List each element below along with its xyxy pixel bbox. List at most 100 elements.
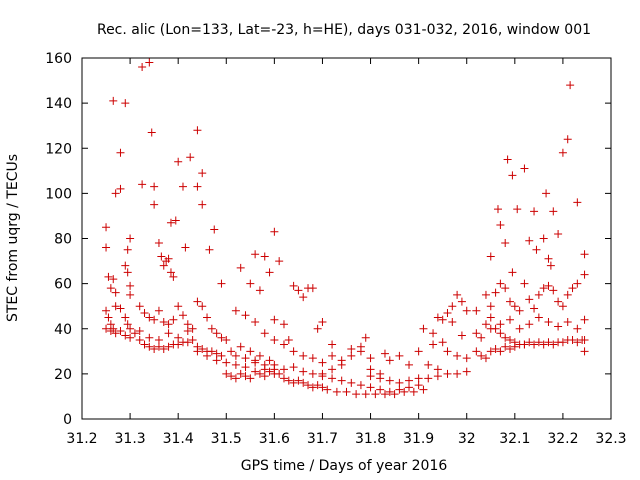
data-point (166, 218, 175, 227)
data-point (251, 317, 260, 326)
data-point (217, 279, 226, 288)
x-tick-label: 31.5 (211, 431, 242, 447)
data-point (542, 189, 551, 198)
data-point (126, 324, 135, 333)
data-point (414, 381, 423, 390)
y-tick-label: 40 (54, 322, 72, 338)
data-point (154, 336, 163, 345)
data-point (308, 383, 317, 392)
data-point (544, 254, 553, 263)
data-point (145, 313, 154, 322)
data-point (217, 351, 226, 360)
data-point (188, 336, 197, 345)
data-point (554, 297, 563, 306)
data-point (486, 313, 495, 322)
data-point (573, 324, 582, 333)
data-point (227, 372, 236, 381)
data-point (178, 182, 187, 191)
data-point (525, 236, 534, 245)
data-point (433, 365, 442, 374)
data-point (544, 317, 553, 326)
data-point (111, 329, 120, 338)
data-point (457, 331, 466, 340)
data-point (496, 320, 505, 329)
x-tick-label: 32.1 (499, 431, 530, 447)
data-point (424, 374, 433, 383)
data-point (453, 369, 462, 378)
data-point (481, 354, 490, 363)
data-point (568, 336, 577, 345)
data-point (573, 338, 582, 347)
data-point (573, 198, 582, 207)
data-point (390, 390, 399, 399)
data-point (501, 239, 510, 248)
x-tick-label: 32.3 (595, 431, 626, 447)
data-point (347, 378, 356, 387)
data-point (130, 329, 139, 338)
data-point (212, 329, 221, 338)
data-point (222, 358, 231, 367)
data-point (481, 320, 490, 329)
data-point (123, 268, 132, 277)
data-point (313, 324, 322, 333)
data-point (145, 333, 154, 342)
data-point (501, 333, 510, 342)
data-point (414, 347, 423, 356)
data-point (193, 182, 202, 191)
data-point (580, 270, 589, 279)
data-point (352, 390, 361, 399)
data-point (241, 372, 250, 381)
x-axis-label: GPS time / Days of year 2016 (241, 458, 448, 474)
data-point (328, 351, 337, 360)
data-point (251, 358, 260, 367)
data-point (145, 342, 154, 351)
data-point (284, 336, 293, 345)
data-point (135, 327, 144, 336)
y-tick-label: 80 (54, 232, 72, 248)
data-point (366, 365, 375, 374)
data-point (299, 351, 308, 360)
data-point (104, 272, 113, 281)
data-point (299, 293, 308, 302)
data-point (198, 200, 207, 209)
data-point (188, 324, 197, 333)
data-point (183, 338, 192, 347)
data-point (438, 338, 447, 347)
data-point (255, 369, 264, 378)
data-point (102, 324, 111, 333)
data-point (385, 356, 394, 365)
data-point (580, 347, 589, 356)
data-point (380, 390, 389, 399)
data-point (255, 286, 264, 295)
data-point (558, 338, 567, 347)
data-point (453, 290, 462, 299)
data-point (534, 313, 543, 322)
data-point (154, 342, 163, 351)
data-point (150, 345, 159, 354)
data-point (506, 297, 515, 306)
data-point (222, 336, 231, 345)
data-point (318, 369, 327, 378)
x-tick-label: 31.3 (115, 431, 146, 447)
data-point (212, 356, 221, 365)
data-point (549, 286, 558, 295)
data-point (246, 347, 255, 356)
data-point (164, 320, 173, 329)
data-point (145, 58, 154, 67)
data-point (486, 347, 495, 356)
data-point (121, 261, 130, 270)
data-point (121, 331, 130, 340)
data-point (462, 306, 471, 315)
data-point (462, 354, 471, 363)
data-point (501, 342, 510, 351)
data-point (126, 234, 135, 243)
data-point (174, 340, 183, 349)
data-point (275, 369, 284, 378)
data-point (275, 257, 284, 266)
data-point (270, 336, 279, 345)
data-point (472, 306, 481, 315)
data-point (508, 268, 517, 277)
data-point (203, 351, 212, 360)
